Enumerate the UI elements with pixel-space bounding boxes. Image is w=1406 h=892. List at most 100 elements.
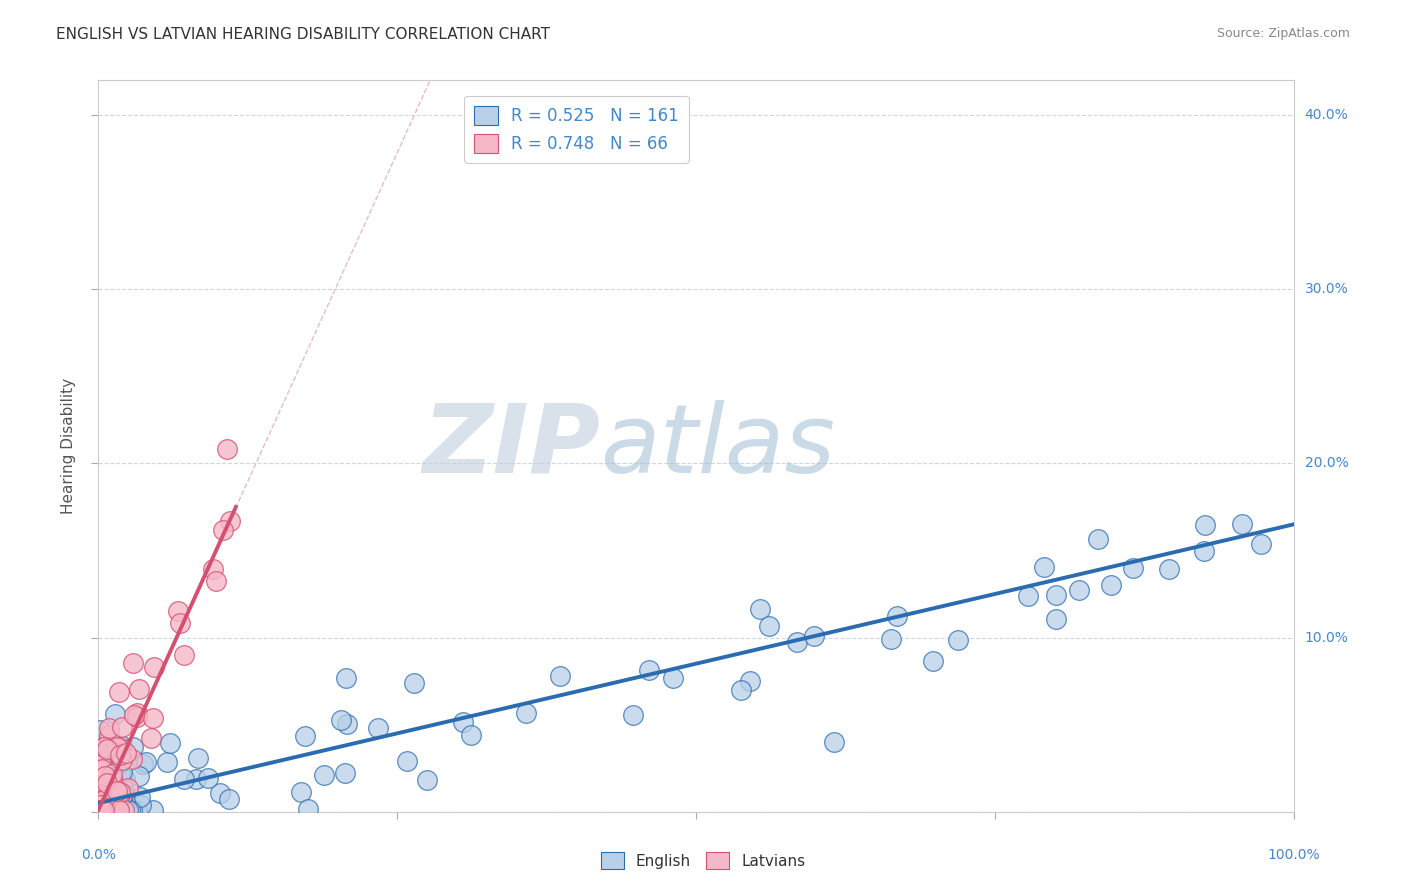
Point	[110, 793, 132, 807]
Point	[127, 709, 149, 723]
Point	[89, 723, 111, 738]
Point	[1250, 537, 1272, 551]
Text: ENGLISH VS LATVIAN HEARING DISABILITY CORRELATION CHART: ENGLISH VS LATVIAN HEARING DISABILITY CO…	[56, 27, 550, 42]
Point	[167, 604, 190, 618]
Legend: R = 0.525   N = 161, R = 0.748   N = 66: R = 0.525 N = 161, R = 0.748 N = 66	[464, 96, 689, 162]
Text: 20.0%: 20.0%	[1305, 457, 1348, 470]
Point	[93, 751, 115, 765]
Point	[173, 772, 195, 786]
Point	[367, 721, 389, 735]
Point	[96, 803, 118, 817]
Point	[108, 755, 131, 769]
Text: 40.0%: 40.0%	[1305, 108, 1348, 122]
Point	[112, 803, 135, 817]
Point	[121, 752, 143, 766]
Point	[335, 671, 357, 685]
Point	[104, 803, 127, 817]
Point	[94, 803, 117, 817]
Point	[187, 751, 209, 765]
Point	[89, 783, 111, 797]
Point	[105, 761, 128, 775]
Point	[94, 792, 117, 806]
Point	[91, 787, 114, 801]
Text: 100.0%: 100.0%	[1267, 847, 1320, 862]
Point	[1122, 560, 1144, 574]
Point	[730, 682, 752, 697]
Point	[90, 764, 112, 779]
Point	[205, 574, 228, 588]
Point	[93, 767, 115, 781]
Point	[108, 789, 131, 803]
Point	[108, 685, 131, 699]
Point	[548, 669, 571, 683]
Point	[122, 802, 145, 816]
Point	[98, 747, 121, 762]
Point	[90, 803, 112, 817]
Point	[128, 681, 150, 696]
Point	[96, 803, 118, 817]
Point	[100, 803, 122, 817]
Point	[159, 736, 181, 750]
Point	[1045, 612, 1067, 626]
Point	[758, 618, 780, 632]
Point	[96, 785, 118, 799]
Point	[98, 780, 121, 795]
Point	[290, 784, 312, 798]
Point	[122, 657, 145, 671]
Point	[103, 793, 125, 807]
Point	[94, 764, 117, 779]
Text: Source: ZipAtlas.com: Source: ZipAtlas.com	[1216, 27, 1350, 40]
Point	[97, 731, 120, 745]
Point	[97, 803, 120, 817]
Point	[1230, 517, 1253, 532]
Point	[89, 797, 111, 812]
Point	[121, 803, 143, 817]
Point	[946, 633, 969, 648]
Point	[93, 782, 115, 797]
Point	[90, 798, 112, 813]
Point	[91, 803, 114, 817]
Point	[1045, 588, 1067, 602]
Point	[103, 788, 125, 802]
Point	[93, 803, 115, 817]
Point	[129, 789, 152, 804]
Point	[107, 784, 129, 798]
Point	[105, 803, 128, 817]
Point	[880, 632, 903, 646]
Point	[89, 802, 111, 816]
Point	[156, 755, 179, 769]
Point	[114, 787, 136, 801]
Point	[104, 707, 127, 722]
Point	[451, 715, 474, 730]
Point	[97, 800, 120, 814]
Point	[803, 629, 825, 643]
Point	[91, 803, 114, 817]
Point	[94, 803, 117, 817]
Point	[107, 784, 129, 798]
Point	[90, 803, 112, 817]
Point	[107, 773, 129, 788]
Point	[96, 803, 118, 817]
Point	[886, 609, 908, 624]
Point	[97, 727, 120, 741]
Point	[89, 747, 111, 762]
Point	[142, 803, 165, 817]
Point	[103, 803, 125, 817]
Point	[100, 784, 122, 798]
Point	[89, 803, 111, 817]
Point	[621, 708, 644, 723]
Point	[132, 756, 155, 771]
Point	[125, 706, 148, 720]
Point	[118, 803, 141, 817]
Point	[114, 772, 136, 787]
Point	[90, 803, 112, 817]
Point	[96, 773, 118, 788]
Point	[96, 803, 118, 817]
Point	[749, 602, 772, 616]
Point	[89, 803, 111, 817]
Point	[396, 754, 419, 768]
Point	[823, 735, 845, 749]
Point	[219, 514, 242, 528]
Point	[94, 769, 117, 783]
Point	[94, 759, 117, 773]
